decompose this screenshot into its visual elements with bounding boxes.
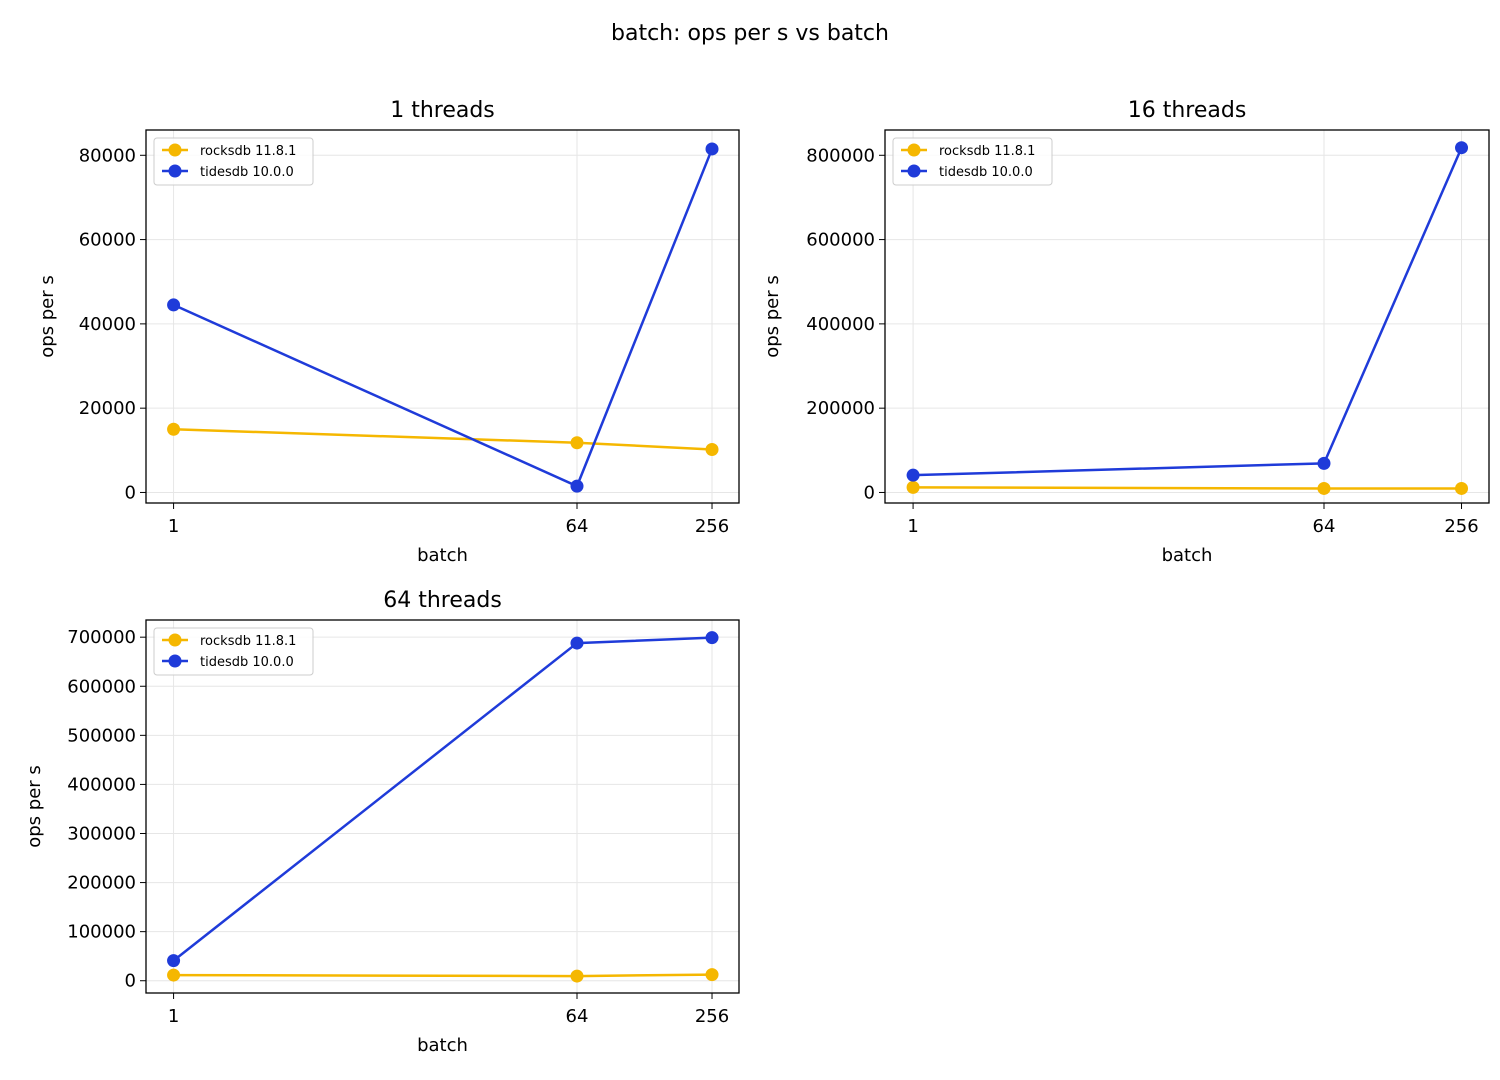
y-tick-label: 400000	[806, 314, 875, 335]
y-tick-label: 60000	[79, 230, 136, 251]
y-tick-label: 700000	[67, 627, 136, 648]
legend-box	[892, 137, 1053, 186]
data-point-tidesdb	[570, 479, 584, 493]
data-point-tidesdb	[1455, 141, 1469, 155]
data-point-tidesdb	[167, 298, 181, 312]
figure-title: batch: ops per s vs batch	[611, 21, 889, 46]
x-tick-label: 64	[566, 516, 589, 537]
y-tick-label: 20000	[79, 398, 136, 419]
legend-label-rocksdb: rocksdb 11.8.1	[200, 634, 296, 649]
x-tick-label: 256	[1444, 516, 1478, 537]
y-tick-label: 300000	[67, 823, 136, 844]
data-point-tidesdb	[705, 631, 719, 645]
axes-frame	[145, 129, 740, 504]
y-tick-label: 0	[125, 482, 136, 503]
y-axis-label: ops per s	[762, 275, 783, 358]
subplot-title: 16 threads	[1128, 98, 1247, 123]
legend-label-rocksdb: rocksdb 11.8.1	[939, 144, 1035, 159]
data-point-rocksdb	[705, 442, 719, 456]
legend-marker-rocksdb	[168, 633, 182, 647]
axes-frame	[884, 129, 1490, 504]
data-point-tidesdb	[1317, 456, 1331, 470]
x-tick-label: 1	[168, 1006, 179, 1027]
legend-marker-rocksdb	[907, 143, 921, 157]
legend-label-rocksdb: rocksdb 11.8.1	[200, 144, 296, 159]
y-axis-label: ops per s	[24, 765, 45, 848]
x-tick-label: 64	[566, 1006, 589, 1027]
y-tick-label: 800000	[806, 145, 875, 166]
x-tick-label: 256	[695, 1006, 729, 1027]
series-line-tidesdb	[173, 148, 714, 488]
axes-frame	[145, 619, 740, 994]
x-tick-label: 256	[695, 516, 729, 537]
data-point-tidesdb	[570, 636, 584, 650]
legend-marker-tidesdb	[168, 654, 182, 668]
legend-box	[153, 627, 314, 676]
data-point-rocksdb	[167, 968, 181, 982]
y-tick-label: 0	[864, 482, 875, 503]
legend-label-tidesdb: tidesdb 10.0.0	[939, 165, 1033, 180]
x-axis-label: batch	[417, 545, 468, 566]
series-line-tidesdb	[913, 147, 1463, 477]
legend-label-tidesdb: tidesdb 10.0.0	[200, 165, 294, 180]
subplot-3: 0 100000 200000 300000 400000 500000 600000 700…	[24, 588, 740, 1056]
data-point-rocksdb	[1317, 481, 1331, 495]
y-tick-label: 0	[125, 971, 136, 992]
y-tick-label: 600000	[806, 230, 875, 251]
data-point-rocksdb	[705, 968, 719, 982]
subplot-title: 1 threads	[390, 98, 495, 123]
y-tick-label: 40000	[79, 314, 136, 335]
subplot-title: 64 threads	[383, 588, 502, 613]
x-tick-label: 64	[1313, 516, 1336, 537]
y-tick-label: 500000	[67, 725, 136, 746]
series-line-rocksdb	[913, 486, 1462, 490]
x-tick-label: 1	[168, 516, 179, 537]
data-point-rocksdb	[570, 436, 584, 450]
data-point-rocksdb	[167, 422, 181, 436]
y-axis-label: ops per s	[37, 275, 58, 358]
subplot-1: 0 20000 40000 60000 80000 1 64 256 1 threads batc…	[37, 98, 740, 566]
legend-marker-tidesdb	[168, 164, 182, 178]
legend: rocksdb 11.8.1 tidesdb 10.0.0	[153, 627, 314, 676]
legend-label-tidesdb: tidesdb 10.0.0	[200, 655, 294, 670]
x-tick-label: 1	[907, 516, 918, 537]
data-point-rocksdb	[1455, 481, 1469, 495]
series-line-rocksdb	[173, 427, 713, 451]
y-tick-label: 200000	[806, 398, 875, 419]
subplot-2: 0 200000 400000 600000 800000 1 64 256 16 thread…	[762, 98, 1490, 566]
data-point-tidesdb	[167, 954, 181, 968]
y-tick-label: 80000	[79, 145, 136, 166]
legend-marker-tidesdb	[907, 164, 921, 178]
data-point-rocksdb	[570, 969, 584, 983]
y-tick-label: 600000	[67, 676, 136, 697]
legend: rocksdb 11.8.1 tidesdb 10.0.0	[153, 137, 314, 186]
legend-marker-rocksdb	[168, 143, 182, 157]
series-line-rocksdb	[173, 973, 713, 978]
y-tick-label: 400000	[67, 774, 136, 795]
data-point-tidesdb	[705, 142, 719, 156]
y-tick-label: 200000	[67, 873, 136, 894]
x-axis-label: batch	[1162, 545, 1213, 566]
x-axis-label: batch	[417, 1035, 468, 1056]
data-point-rocksdb	[906, 480, 920, 494]
data-point-tidesdb	[906, 468, 920, 482]
y-tick-label: 100000	[67, 922, 136, 943]
legend: rocksdb 11.8.1 tidesdb 10.0.0	[892, 137, 1053, 186]
legend-box	[153, 137, 314, 186]
